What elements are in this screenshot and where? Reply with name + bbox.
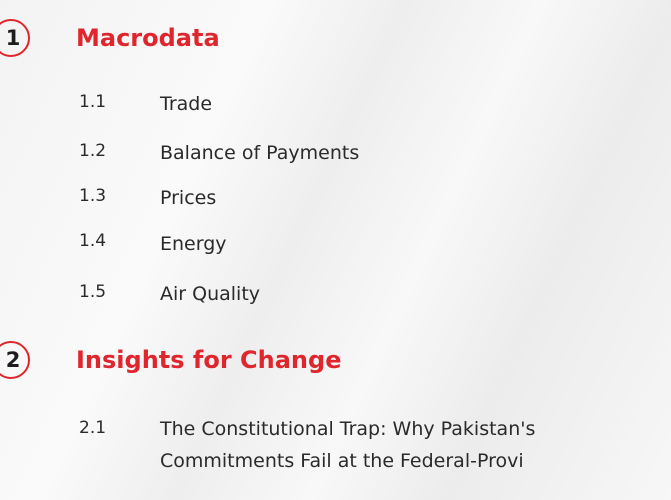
item-number: 1.3 xyxy=(79,186,107,206)
section-number: 2 xyxy=(0,341,30,379)
item-title: Trade xyxy=(160,93,213,115)
item-title-line: Commitments Fail at the Federal-Provi xyxy=(160,450,524,472)
section-title: Insights for Change xyxy=(76,346,342,374)
section-title: Macrodata xyxy=(76,24,220,52)
item-number: 2.1 xyxy=(79,418,107,438)
section-number: 1 xyxy=(0,19,30,57)
item-title: Balance of Payments xyxy=(160,142,360,164)
item-title-line: The Constitutional Trap: Why Pakistan's xyxy=(160,418,536,440)
item-title: Energy xyxy=(160,233,227,255)
item-title: Prices xyxy=(160,187,217,209)
item-number: 1.1 xyxy=(79,92,107,112)
item-number: 1.4 xyxy=(79,231,107,251)
item-number: 1.2 xyxy=(79,141,107,161)
item-number: 1.5 xyxy=(79,282,107,302)
item-title: Air Quality xyxy=(160,283,261,305)
